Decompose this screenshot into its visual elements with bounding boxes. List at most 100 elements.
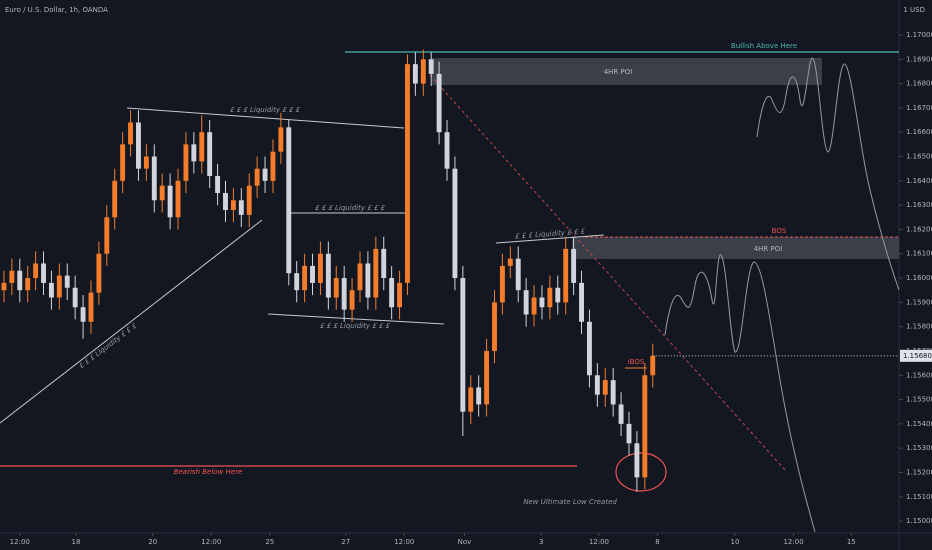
- y-tick-label: 1.15800: [906, 323, 932, 331]
- y-tick-label: 1.15400: [906, 420, 932, 428]
- candle-body: [499, 265, 505, 303]
- candle-body: [476, 387, 482, 405]
- candle-body: [88, 292, 94, 322]
- y-tick-label: 1.16300: [906, 201, 932, 209]
- candle-body: [397, 282, 403, 308]
- x-tick-label: 12:00: [783, 538, 803, 546]
- x-tick-label: 3: [539, 538, 543, 546]
- candle-body: [223, 192, 228, 210]
- low-circle: [615, 452, 667, 492]
- y-tick-label: 1.15500: [906, 396, 932, 404]
- candle-body: [586, 321, 592, 376]
- candle-body: [642, 375, 648, 478]
- x-tick-label: 15: [847, 538, 856, 546]
- candle-body: [246, 185, 252, 215]
- y-tick-label: 1.15300: [906, 444, 932, 452]
- poi-zone: [432, 58, 822, 85]
- candle-body: [33, 263, 39, 279]
- candle-body: [420, 59, 426, 84]
- candle-body: [515, 258, 521, 291]
- y-tick-label: 1.15200: [906, 468, 932, 476]
- candle-body: [191, 144, 197, 162]
- candle-body: [207, 132, 213, 176]
- x-tick-label: Nov: [458, 538, 472, 546]
- candle-body: [373, 248, 379, 298]
- liquidity-line: [126, 107, 405, 129]
- y-tick-label: 1.16800: [906, 80, 932, 88]
- candle-body: [618, 404, 624, 424]
- candle-body: [1, 282, 7, 291]
- candle-body: [72, 287, 78, 308]
- candle-body: [444, 132, 450, 169]
- projection: [756, 57, 900, 291]
- x-tick-label: 25: [265, 538, 274, 546]
- y-tick-label: 1.16500: [906, 153, 932, 161]
- candle-body: [183, 144, 189, 181]
- candles: [1, 49, 656, 492]
- candle-body: [460, 278, 466, 412]
- candle-body: [389, 278, 395, 308]
- trend-line: [429, 74, 786, 471]
- candle-body: [167, 185, 173, 218]
- candle-body: [492, 302, 497, 351]
- candle-body: [56, 275, 62, 298]
- y-tick-label: 1.16700: [906, 104, 932, 112]
- candle-body: [341, 278, 347, 310]
- candle-body: [626, 423, 632, 444]
- x-tick-label: 20: [148, 538, 157, 546]
- poi-label: 4HR POI: [754, 245, 783, 253]
- candle-body: [254, 168, 260, 186]
- y-tick-label: 1.16400: [906, 177, 932, 185]
- candle-body: [294, 273, 300, 291]
- candle-body: [539, 297, 545, 308]
- y-tick-label: 1.15600: [906, 371, 932, 379]
- candle-body: [25, 278, 31, 291]
- liquidity-label: £ £ £ Liquidity £ £ £: [320, 322, 391, 330]
- candle-body: [405, 64, 410, 283]
- projection: [664, 254, 816, 533]
- candle-body: [650, 355, 656, 376]
- bos-label: BOS: [772, 227, 787, 235]
- bearish-label: Bearish Below Here: [174, 468, 243, 476]
- x-tick-label: 27: [341, 538, 350, 546]
- candle-body: [547, 287, 553, 308]
- x-tick-label: 12:00: [201, 538, 221, 546]
- candle-body: [531, 297, 537, 315]
- candle-body: [120, 144, 126, 181]
- y-tick-label: 1.15000: [906, 517, 932, 525]
- ibos-label: iBOS: [628, 358, 645, 366]
- candle-body: [634, 443, 640, 478]
- x-tick-label: 8: [655, 538, 659, 546]
- candle-body: [610, 380, 616, 405]
- candle-body: [365, 263, 371, 298]
- candle-body: [112, 180, 118, 218]
- liquidity-label: £ £ £ Liquidity £ £ £: [315, 204, 386, 212]
- y-tick-label: 1.16600: [906, 128, 932, 136]
- y-tick-label: 1.16100: [906, 250, 932, 258]
- candle-body: [104, 217, 110, 254]
- currency-label[interactable]: 1 USD: [903, 6, 925, 14]
- candle-body: [349, 290, 355, 310]
- chart-title: Euro / U.S. Dollar, 1h, OANDA: [5, 6, 108, 14]
- candle-body: [278, 127, 284, 152]
- candle-body: [412, 64, 418, 84]
- candle-body: [151, 156, 157, 201]
- candle-body: [579, 282, 584, 322]
- candle-body: [594, 375, 600, 395]
- candle-body: [80, 307, 86, 322]
- candle-body: [452, 168, 458, 279]
- candle-body: [428, 59, 434, 74]
- candle-body: [64, 275, 70, 288]
- candle-body: [317, 253, 323, 283]
- liquidity-line: [495, 234, 605, 244]
- candle-body: [555, 287, 561, 303]
- x-tick-label: 18: [71, 538, 80, 546]
- candle-body: [175, 180, 181, 218]
- candle-body: [48, 282, 54, 298]
- candle-body: [310, 265, 315, 283]
- y-tick-label: 1.17000: [906, 31, 932, 39]
- y-tick-label: 1.15100: [906, 493, 932, 501]
- candle-body: [199, 132, 205, 162]
